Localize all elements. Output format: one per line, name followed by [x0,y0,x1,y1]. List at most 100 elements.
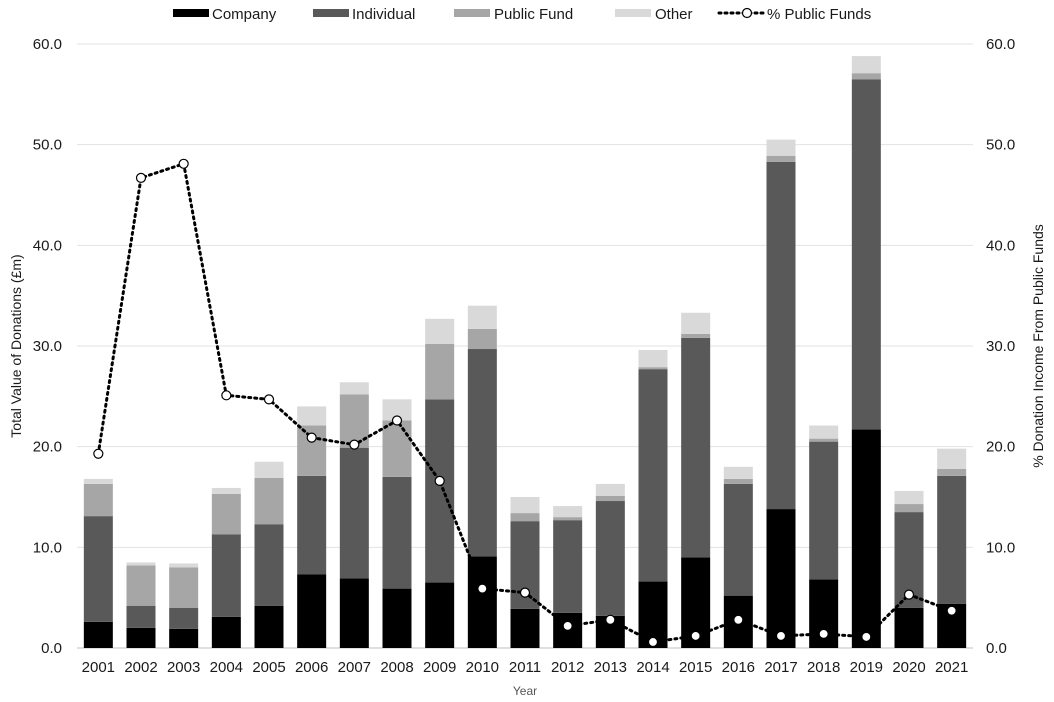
bar-other [297,406,327,426]
bar-company [510,608,540,648]
legend-label-company: Company [212,6,277,23]
bar-individual [211,534,241,617]
x-tick-label: 2016 [722,659,755,676]
bar-public-fund [809,438,839,442]
bar-public-fund [766,155,796,162]
public-funds-point [93,448,104,459]
x-tick-label: 2015 [679,659,712,676]
bar-public-fund [510,513,540,522]
legend-swatch-individual [313,9,349,17]
y2-tick-label: 40.0 [986,237,1015,254]
bar-individual [851,79,881,430]
y2-tick-label: 50.0 [986,137,1015,154]
x-tick-label: 2020 [892,659,925,676]
bar-public-fund [723,478,753,484]
bar-other [169,563,199,568]
public-funds-point [434,475,445,486]
x-tick-label: 2005 [252,659,285,676]
line-series [93,158,957,648]
bar-public-fund [254,477,284,525]
bar-public-fund [553,517,583,521]
public-funds-point [647,636,659,648]
x-tick-label: 2001 [82,659,115,676]
legend-swatch-public-fund [454,9,490,17]
x-tick-label: 2009 [423,659,456,676]
public-funds-point [349,439,360,450]
bar-public-fund [382,420,412,477]
x-tick-label: 2008 [380,659,413,676]
x-tick-label: 2012 [551,659,584,676]
x-tick-label: 2007 [338,659,371,676]
x-tick-label: 2006 [295,659,328,676]
bar-other [851,56,881,74]
bar-other [553,506,583,518]
bar-other [211,487,241,494]
x-tick-label: 2011 [509,659,541,676]
bar-individual [553,520,583,613]
bar-other [254,461,284,478]
bar-company [297,574,327,648]
y-tick-label: 30.0 [33,338,62,355]
bar-other [723,466,753,479]
y2-tick-label: 60.0 [986,36,1015,53]
bar-company [467,556,497,648]
bar-other [510,497,540,514]
bar-company [83,621,113,648]
y-tick-label: 10.0 [33,539,62,556]
public-funds-point [818,628,829,640]
bar-company [254,605,284,648]
y-tick-label: 0.0 [41,640,62,657]
y2-tick-label: 20.0 [986,439,1015,456]
bar-other [339,382,369,395]
bar-company [425,582,455,648]
y2-tick-label: 10.0 [986,539,1015,556]
public-funds-point [306,432,317,443]
legend-swatch-other [615,9,651,17]
bar-individual [638,369,668,582]
bar-other [681,312,711,334]
x-tick-label: 2013 [594,659,627,676]
public-funds-point [391,415,403,426]
y-tick-label: 40.0 [33,237,62,254]
x-tick-label: 2021 [935,659,968,676]
x-axis-title: Year [513,684,537,698]
x-tick-label: 2003 [167,659,200,676]
bar-company [169,628,199,648]
x-tick-label: 2018 [807,659,840,676]
public-funds-point [221,390,232,401]
y2-tick-label: 30.0 [986,338,1015,355]
public-funds-point [178,158,189,169]
bar-other [467,305,497,329]
bar-individual [809,441,839,580]
legend: Company Individual Public Fund Other % Publi… [173,6,871,23]
public-funds-point [946,605,957,616]
legend-label-public-fund: Public Fund [494,6,573,23]
bar-public-fund [851,73,881,80]
x-tick-label: 2010 [466,659,499,676]
bar-other [425,318,455,344]
bar-company [766,509,796,648]
bar-public-fund [638,367,668,370]
bar-public-fund [83,483,113,517]
bar-individual [297,475,327,575]
bar-other [894,490,924,505]
bar-company [211,616,241,648]
bar-company [382,588,412,648]
y-axis-title: Total Value of Donations (£m) [8,254,24,437]
y-tick-label: 50.0 [33,137,62,154]
bar-other [595,483,625,496]
public-funds-point [690,630,701,642]
bar-company [894,607,924,648]
bar-series [83,56,967,648]
bar-other [83,478,113,484]
public-funds-point [733,614,744,625]
bar-individual [382,476,412,589]
bar-public-fund [425,343,455,400]
bar-individual [254,524,284,606]
bar-public-fund [467,328,497,350]
bar-public-fund [595,495,625,502]
bar-individual [83,516,113,622]
x-tick-label: 2017 [764,659,797,676]
